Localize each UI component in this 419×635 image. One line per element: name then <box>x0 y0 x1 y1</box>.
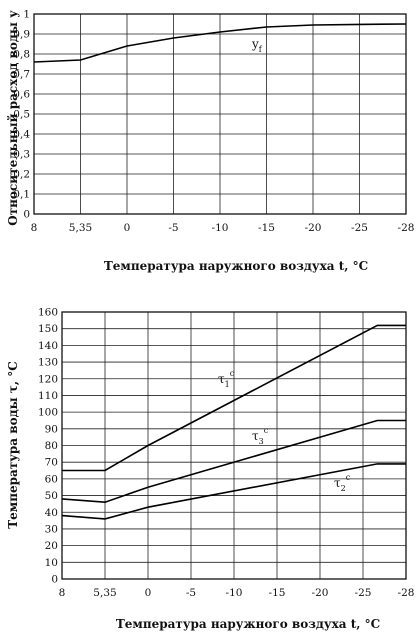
top-x-tick-label: 5,35 <box>69 222 92 234</box>
top-y-tick-label: 0,3 <box>13 149 30 161</box>
bottom-y-tick-label: 30 <box>45 523 58 535</box>
bottom-series-line-τ1c <box>62 324 406 472</box>
top-chart-y-ticks: 0 0,1 0,2 0,3 0,4 0,5 0,6 0,7 0,8 0,9 1 <box>13 9 30 221</box>
top-y-tick-label: 0,8 <box>13 49 30 61</box>
top-chart-frame <box>33 13 407 215</box>
bottom-x-tick-label: -28 <box>398 587 415 599</box>
bottom-series-label-τ3c: τ3c <box>252 426 269 446</box>
bottom-y-tick-label: 120 <box>38 373 58 385</box>
top-x-tick-label: 8 <box>31 222 38 234</box>
top-y-tick-label: 0,2 <box>13 169 30 181</box>
top-y-tick-label: 0,4 <box>13 129 30 141</box>
bottom-y-tick-label: 100 <box>38 407 58 419</box>
top-y-tick-label: 0,6 <box>13 89 30 101</box>
top-chart-grid <box>33 13 407 215</box>
bottom-y-tick-label: 130 <box>38 357 58 369</box>
top-chart-y-axis-title: Относительный расход воды у <box>6 10 20 226</box>
top-y-tick-label: 0,5 <box>13 109 30 121</box>
top-chart-x-axis-title: Температура наружного воздуха t, °C <box>104 259 368 273</box>
top-series-line-y_f <box>33 23 407 63</box>
bottom-y-tick-label: 150 <box>38 323 58 335</box>
top-x-tick-label: -28 <box>398 222 415 234</box>
bottom-y-tick-label: 20 <box>45 540 58 552</box>
top-y-tick-label: 0 <box>23 209 30 221</box>
bottom-y-tick-label: 0 <box>51 574 58 586</box>
bottom-y-tick-label: 60 <box>45 473 58 485</box>
bottom-chart: 0102030405060708090100110120130140150160… <box>6 307 414 632</box>
top-chart-series: yf <box>33 23 407 63</box>
bottom-chart-x-ticks: 8 5,35 0 -5 -10 -15 -20 -25 -28 <box>59 587 415 599</box>
bottom-y-tick-label: 10 <box>45 557 58 569</box>
bottom-x-tick-label: 8 <box>59 587 66 599</box>
top-chart: 0 0,1 0,2 0,3 0,4 0,5 0,6 0,7 0,8 0,9 1 8 5,35 0 -5 -1… <box>6 9 414 274</box>
bottom-x-tick-label: -5 <box>186 587 196 599</box>
bottom-chart-y-ticks: 0 10 20 30 40 50 60 70 80 90 100 110 120 130 140 150 160 <box>38 307 58 586</box>
bottom-chart-x-axis-title: Температура наружного воздуха t, °C <box>116 617 380 631</box>
bottom-y-tick-label: 40 <box>45 507 58 519</box>
bottom-x-tick-label: -20 <box>312 587 329 599</box>
top-x-tick-label: -25 <box>351 222 368 234</box>
bottom-x-tick-label: -10 <box>226 587 243 599</box>
top-y-tick-label: 0,1 <box>13 189 30 201</box>
bottom-series-line-τ2c <box>61 463 406 520</box>
bottom-y-tick-label: 50 <box>45 490 58 502</box>
top-x-tick-label: -15 <box>258 222 275 234</box>
top-y-tick-label: 0,7 <box>13 69 30 81</box>
bottom-chart-frame <box>61 311 407 580</box>
bottom-y-tick-label: 160 <box>38 307 58 319</box>
bottom-x-tick-label: -25 <box>355 587 372 599</box>
top-chart-x-ticks: 8 5,35 0 -5 -10 -15 -20 -25 -28 <box>31 222 415 234</box>
bottom-chart-y-axis-title: Температура воды τ, °C <box>6 361 20 529</box>
top-y-tick-label: 1 <box>23 9 30 21</box>
bottom-x-tick-label: -15 <box>269 587 286 599</box>
bottom-y-tick-label: 70 <box>45 457 58 469</box>
top-x-tick-label: 0 <box>124 222 131 234</box>
bottom-chart-series: τ1c τ3c τ2c <box>61 324 406 520</box>
bottom-y-tick-label: 90 <box>45 423 58 435</box>
bottom-y-tick-label: 110 <box>38 390 58 402</box>
top-x-tick-label: -20 <box>305 222 322 234</box>
bottom-series-line-τ3c <box>61 419 406 504</box>
bottom-series-label-τ2c: τ2c <box>334 473 351 493</box>
top-x-tick-label: -5 <box>168 222 178 234</box>
bottom-y-tick-label: 80 <box>45 440 58 452</box>
bottom-y-tick-label: 140 <box>38 340 58 352</box>
top-series-label-y_f: yf <box>251 37 263 54</box>
bottom-x-tick-label: 0 <box>145 587 152 599</box>
top-y-tick-label: 0,9 <box>13 29 30 41</box>
bottom-chart-grid <box>61 311 407 580</box>
top-x-tick-label: -10 <box>212 222 229 234</box>
bottom-series-label-τ1c: τ1c <box>218 369 235 389</box>
bottom-x-tick-label: 5,35 <box>93 587 116 599</box>
